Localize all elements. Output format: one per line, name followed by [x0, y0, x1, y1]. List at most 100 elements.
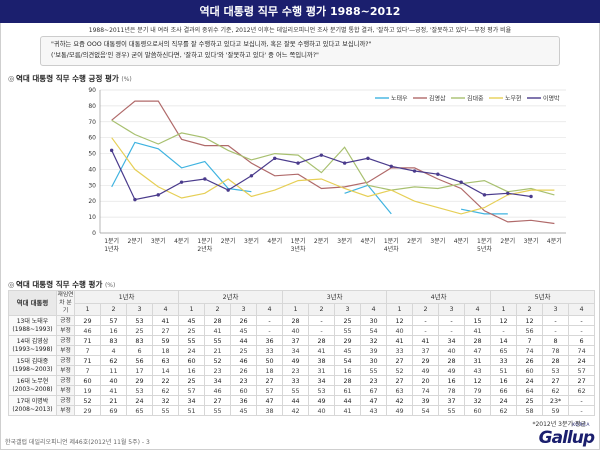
negative-value: 18 — [256, 365, 284, 376]
negative-value: 24 — [178, 345, 206, 356]
negative-value: 51 — [178, 405, 206, 416]
president-name: 15대 김대중 (1998~2003) — [8, 355, 57, 376]
negative-value: 49 — [412, 365, 440, 376]
series-point — [412, 169, 417, 173]
negative-value: - — [438, 325, 466, 336]
negative-value: 25 — [230, 345, 258, 356]
negative-value: 59 — [542, 405, 570, 416]
positive-value: - — [542, 315, 570, 326]
positive-value: 27 — [386, 375, 414, 386]
positive-value: 37 — [438, 395, 466, 406]
x-tick-label: 3분기 — [151, 237, 166, 245]
col-header-quarter: 1 — [386, 302, 414, 316]
positive-value: 22 — [151, 375, 180, 386]
negative-value: 16 — [100, 325, 127, 336]
table-row: 13대 노태우 (1988~1993) 긍정 29 57 53 41 45 28 26-28-2… — [8, 315, 596, 336]
positive-value: 53 — [126, 315, 153, 326]
series-line — [111, 137, 555, 215]
positive-value: 28 — [282, 315, 310, 326]
negative-value: 57 — [256, 385, 284, 396]
col-header-quarter: 3 — [230, 302, 258, 316]
negative-label: 부정 — [56, 405, 75, 416]
negative-value: 46 — [74, 325, 101, 336]
survey-question-box: "귀하는 요즘 OOO 대통령이 대통령으로서의 직무를 잘 수행하고 있다고 … — [40, 36, 560, 66]
series-point — [506, 191, 510, 195]
col-header-quarter: 1 — [282, 302, 310, 316]
page-subtitle: 1988~2011년은 분기 내 여러 조사 결과의 중위수 기준, 2012년… — [88, 27, 512, 34]
positive-label: 긍정 — [56, 315, 75, 326]
negative-value: 51 — [490, 365, 518, 376]
col-header-president: 역대 대통령 — [8, 290, 57, 316]
negative-value: 57 — [178, 385, 206, 396]
positive-value: 34 — [204, 375, 232, 386]
series-point — [133, 197, 137, 202]
negative-value: 4 — [100, 345, 127, 356]
positive-value: 29 — [126, 375, 153, 386]
positive-value: 47 — [256, 395, 284, 406]
positive-value: 49 — [282, 355, 310, 366]
positive-value: 27 — [568, 375, 596, 386]
logo-wordmark: Gallup — [538, 428, 595, 448]
positive-value: 23 — [230, 375, 258, 386]
positive-value: 47 — [360, 395, 388, 406]
positive-value: 71 — [74, 355, 101, 366]
negative-value: 41 — [308, 345, 336, 356]
positive-value: 29 — [334, 335, 362, 346]
negative-value: 62 — [542, 385, 570, 396]
negative-value: 63 — [386, 385, 414, 396]
col-header-quarter: 3 — [438, 302, 466, 316]
positive-value: 33 — [490, 355, 518, 366]
series-point — [319, 153, 324, 157]
col-header-year: 2년차 — [178, 290, 284, 304]
col-header-quarter: 3 — [126, 302, 153, 316]
positive-value: 25 — [334, 315, 362, 326]
negative-value: 55 — [282, 385, 310, 396]
footer-text: 한국갤럽 데일리오피니언 제46호(2012년 11월 5주) - 3 — [5, 439, 150, 446]
negative-value: 46 — [204, 385, 232, 396]
series-line — [111, 119, 555, 196]
negative-value: 60 — [230, 385, 258, 396]
negative-value: 16 — [334, 365, 362, 376]
page-title: 역대 대통령 직무 수행 평가 1988~2012 — [0, 0, 600, 23]
x-tick-label: 2분기 — [407, 237, 422, 245]
col-header-quarter: 2 — [204, 302, 232, 316]
col-header-quarter: 3 — [334, 302, 362, 316]
bullet-icon: ◎ — [8, 280, 15, 289]
positive-value: 7 — [516, 335, 544, 346]
negative-value: 40 — [308, 405, 336, 416]
x-tick-label: 3분기 — [430, 237, 445, 245]
legend-label: 김영삼 — [429, 95, 446, 103]
negative-value: 60 — [516, 365, 544, 376]
x-tick-label: 1분기 — [477, 237, 492, 245]
negative-value: 31 — [308, 365, 336, 376]
col-header-year: 3년차 — [282, 290, 388, 304]
col-header-eval: 재임연차 분기 — [56, 290, 75, 316]
negative-value: 21 — [204, 345, 232, 356]
col-header-quarter: 4 — [464, 302, 492, 316]
positive-value: 24 — [490, 395, 518, 406]
positive-value: 21 — [100, 395, 127, 406]
x-tick-label: 1분기 — [104, 237, 119, 245]
table-row: 16대 노무현 (2003~2008) 긍정 60 40 29 22 25 34 23 27 33 3… — [8, 375, 596, 396]
y-tick-label: 80 — [88, 103, 96, 110]
positive-value: 41 — [412, 335, 440, 346]
negative-value: - — [308, 325, 336, 336]
legend-label: 노무현 — [505, 95, 522, 103]
negative-value: 53 — [126, 385, 153, 396]
col-header-quarter: 4 — [256, 302, 284, 316]
x-tick-label: 4분기 — [174, 237, 189, 245]
positive-value: 44 — [230, 335, 258, 346]
negative-value: 74 — [412, 385, 440, 396]
positive-value: 8 — [542, 335, 570, 346]
x-tick-label: 1분기 — [197, 237, 212, 245]
positive-value: 24 — [568, 355, 596, 366]
negative-value: 11 — [100, 365, 127, 376]
negative-value: 56 — [516, 325, 544, 336]
positive-value: 15 — [464, 315, 492, 326]
negative-value: 33 — [386, 345, 414, 356]
positive-value: 42 — [386, 395, 414, 406]
negative-value: 47 — [464, 345, 492, 356]
positive-value: 12 — [386, 315, 414, 326]
negative-value: 37 — [412, 345, 440, 356]
negative-value: 78 — [438, 385, 466, 396]
